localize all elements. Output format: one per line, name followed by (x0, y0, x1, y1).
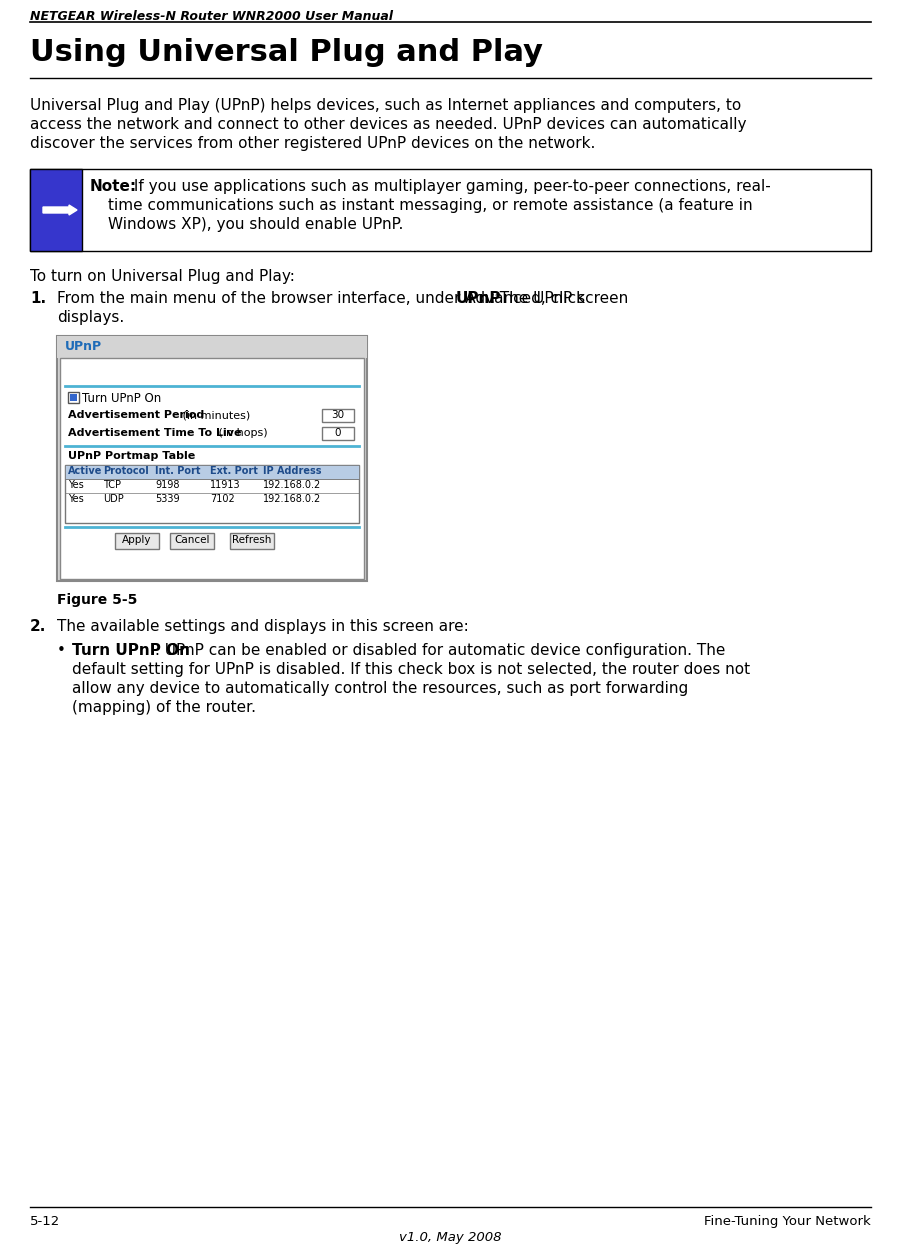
Text: Apply: Apply (123, 535, 151, 545)
Text: (in minutes): (in minutes) (179, 410, 250, 420)
Text: . UPnP can be enabled or disabled for automatic device configuration. The: . UPnP can be enabled or disabled for au… (155, 643, 725, 658)
Text: TCP: TCP (103, 480, 121, 490)
Text: (mapping) of the router.: (mapping) of the router. (72, 700, 256, 715)
Text: UDP: UDP (103, 494, 123, 504)
Bar (57, 335, 367, 358)
Bar (30, 170, 871, 251)
Text: access the network and connect to other devices as needed. UPnP devices can auto: access the network and connect to other … (30, 117, 747, 132)
Text: 9198: 9198 (155, 480, 179, 490)
Text: Using Universal Plug and Play: Using Universal Plug and Play (30, 37, 543, 67)
Text: 192.168.0.2: 192.168.0.2 (263, 494, 322, 504)
Text: To turn on Universal Plug and Play:: To turn on Universal Plug and Play: (30, 269, 295, 284)
Bar (30, 170, 82, 251)
Text: Int. Port: Int. Port (155, 466, 201, 476)
Text: 30: 30 (332, 410, 344, 420)
Text: Active: Active (68, 466, 103, 476)
Text: Yes: Yes (68, 480, 84, 490)
Bar (70, 394, 77, 402)
Text: Protocol: Protocol (103, 466, 149, 476)
Text: 7102: 7102 (210, 494, 235, 504)
Bar (60, 358, 364, 579)
Bar (57, 335, 367, 581)
Text: Fine-Tuning Your Network: Fine-Tuning Your Network (705, 1215, 871, 1228)
Text: 11913: 11913 (210, 480, 241, 490)
Text: Universal Plug and Play (UPnP) helps devices, such as Internet appliances and co: Universal Plug and Play (UPnP) helps dev… (30, 99, 742, 113)
Bar (322, 426, 354, 440)
Text: v1.0, May 2008: v1.0, May 2008 (399, 1231, 502, 1245)
Text: default setting for UPnP is disabled. If this check box is not selected, the rou: default setting for UPnP is disabled. If… (72, 662, 751, 677)
Text: allow any device to automatically control the resources, such as port forwarding: allow any device to automatically contro… (72, 681, 688, 696)
Bar (170, 532, 214, 549)
Text: •: • (57, 643, 66, 658)
Text: 1.: 1. (30, 291, 46, 306)
Bar (230, 532, 274, 549)
Text: discover the services from other registered UPnP devices on the network.: discover the services from other registe… (30, 136, 596, 151)
FancyArrow shape (43, 205, 77, 214)
Text: 192.168.0.2: 192.168.0.2 (263, 480, 322, 490)
Bar (65, 465, 359, 522)
Text: 5-12: 5-12 (30, 1215, 60, 1228)
Text: Advertisement Time To Live: Advertisement Time To Live (68, 428, 241, 438)
Text: (in hops): (in hops) (215, 428, 268, 438)
Text: Ext. Port: Ext. Port (210, 466, 258, 476)
Text: From the main menu of the browser interface, under Advanced, click: From the main menu of the browser interf… (57, 291, 590, 306)
Text: Figure 5-5: Figure 5-5 (57, 594, 137, 607)
Text: 0: 0 (335, 428, 341, 438)
Bar (65, 465, 359, 479)
Text: Yes: Yes (68, 494, 84, 504)
Text: UPnP: UPnP (456, 291, 502, 306)
Text: NETGEAR Wireless-N Router WNR2000 User Manual: NETGEAR Wireless-N Router WNR2000 User M… (30, 10, 393, 22)
Bar (322, 409, 354, 421)
Text: 2.: 2. (30, 619, 46, 633)
Text: Advertisement Period: Advertisement Period (68, 410, 205, 420)
Text: Cancel: Cancel (174, 535, 210, 545)
Text: The available settings and displays in this screen are:: The available settings and displays in t… (57, 619, 469, 633)
Text: Turn UPnP On: Turn UPnP On (82, 392, 161, 405)
Bar (68, 392, 79, 403)
Text: UPnP Portmap Table: UPnP Portmap Table (68, 451, 196, 461)
Text: Windows XP), you should enable UPnP.: Windows XP), you should enable UPnP. (108, 217, 404, 232)
Bar (115, 532, 159, 549)
Text: 5339: 5339 (155, 494, 179, 504)
Text: UPnP: UPnP (65, 340, 102, 353)
Text: Turn UPnP On: Turn UPnP On (72, 643, 190, 658)
Text: displays.: displays. (57, 311, 124, 325)
Text: IP Address: IP Address (263, 466, 322, 476)
Text: If you use applications such as multiplayer gaming, peer-to-peer connections, re: If you use applications such as multipla… (129, 180, 770, 195)
Text: time communications such as instant messaging, or remote assistance (a feature i: time communications such as instant mess… (108, 198, 752, 213)
Text: Note:: Note: (90, 180, 137, 195)
Text: . The UPnP screen: . The UPnP screen (490, 291, 628, 306)
Text: Refresh: Refresh (232, 535, 272, 545)
